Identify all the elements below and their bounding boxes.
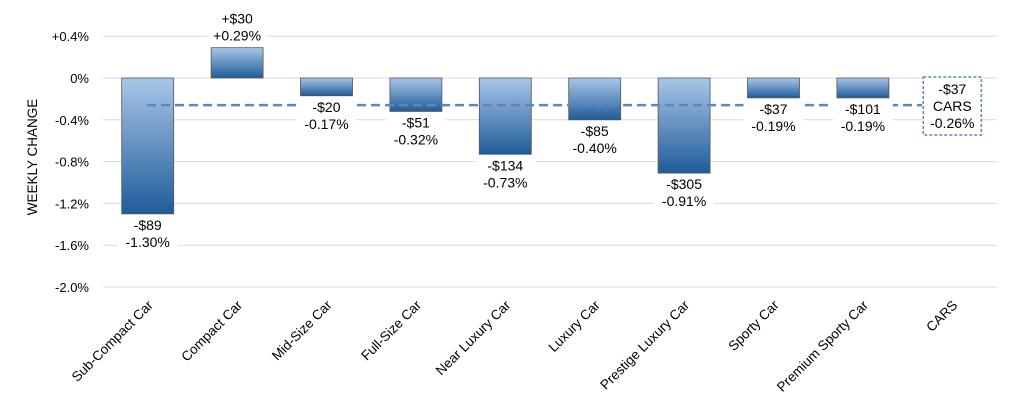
data-label-background: [475, 157, 536, 193]
data-label-percent: -1.30%: [126, 234, 170, 250]
data-label-dollar: -$89: [134, 217, 162, 233]
bar: [389, 77, 443, 112]
average-label-percent: -0.26%: [930, 115, 974, 131]
data-label-dollar: -$51: [402, 114, 430, 130]
x-category-label: Sporty Car: [725, 297, 782, 354]
average-label-box: [922, 76, 983, 136]
bar: [210, 47, 264, 79]
data-label-percent: -0.19%: [751, 118, 795, 134]
y-tick-label: 0%: [70, 71, 89, 86]
data-label-dollar: -$37: [759, 101, 787, 117]
data-label-background: [743, 100, 804, 136]
data-label-dollar: +$30: [221, 11, 253, 27]
average-label-name: CARS: [933, 98, 972, 114]
data-label-background: [654, 176, 715, 212]
data-label-dollar: -$101: [845, 101, 881, 117]
data-label-background: [207, 10, 268, 46]
data-label-dollar: -$305: [666, 176, 702, 192]
x-category-label: Full-Size Car: [358, 297, 424, 363]
data-label-percent: -0.32%: [394, 131, 438, 147]
y-tick-label: -0.4%: [55, 113, 89, 128]
data-label-percent: +0.29%: [213, 28, 261, 44]
x-category-label: Luxury Car: [546, 297, 604, 355]
data-label-percent: -0.19%: [841, 118, 885, 134]
average-label-dollar: -$37: [938, 81, 966, 97]
data-label-background: [832, 100, 893, 136]
y-tick-label: -2.0%: [55, 280, 89, 295]
y-tick-label: -1.6%: [55, 238, 89, 253]
y-axis-label: WEEKLY CHANGE: [25, 99, 40, 216]
data-label-background: [385, 114, 446, 150]
y-tick-label: -0.8%: [55, 155, 89, 170]
bar: [568, 77, 622, 121]
bar: [836, 77, 890, 99]
data-label-percent: -0.17%: [304, 116, 348, 132]
x-category-label: Compact Car: [178, 297, 245, 364]
x-category-label: Sub-Compact Car: [69, 297, 156, 384]
data-label-dollar: -$85: [581, 123, 609, 139]
data-labels: -$89-1.30% +$30+0.29% -$20-0.17% -$51-0.32%…: [117, 10, 983, 252]
y-tick-label: -1.2%: [55, 196, 89, 211]
data-label-background: [564, 122, 625, 158]
bar: [300, 77, 353, 97]
x-category-label: Premium Sporty Car: [774, 297, 871, 394]
bar: [478, 77, 532, 155]
bars: [121, 47, 890, 215]
x-category-label: CARS: [923, 298, 960, 335]
bar: [747, 77, 800, 99]
x-axis-category-labels: Sub-Compact Car Compact Car Mid-Size Car Fu…: [69, 297, 961, 394]
bar: [121, 77, 175, 215]
bar: [657, 77, 711, 174]
x-category-label: Mid-Size Car: [269, 297, 335, 363]
y-tick-label: +0.4%: [52, 29, 90, 44]
data-label-dollar: -$134: [487, 157, 523, 173]
data-label-percent: -0.40%: [573, 140, 617, 156]
data-label-percent: -0.73%: [483, 174, 527, 190]
data-label-background: [117, 216, 178, 252]
data-label-background: [296, 98, 357, 134]
y-axis-ticks: +0.4% 0% -0.4% -0.8% -1.2% -1.6% -2.0%: [52, 29, 90, 295]
x-category-label: Prestige Luxury Car: [597, 297, 692, 392]
data-label-dollar: -$20: [312, 99, 340, 115]
x-category-label: Near Luxury Car: [433, 297, 514, 378]
data-label-percent: -0.91%: [662, 193, 706, 209]
